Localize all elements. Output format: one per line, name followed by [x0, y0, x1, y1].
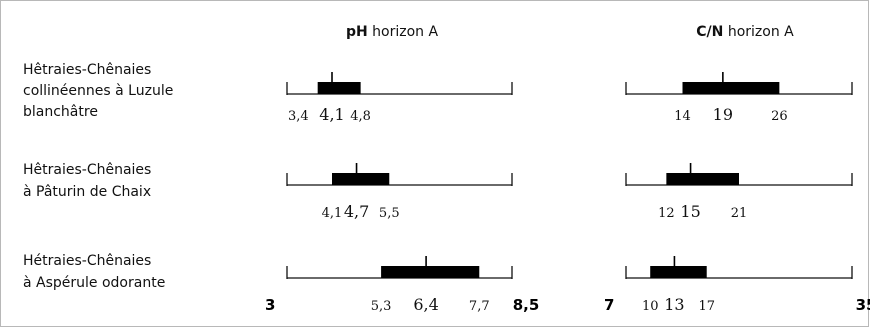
- category-1-line-1: Hêtraies-Chênaies: [23, 62, 151, 78]
- ph-row-3-range-bar: [381, 266, 480, 278]
- cn-header: C/N horizon A: [696, 24, 794, 40]
- cn-row-3-max-label: 17: [698, 299, 715, 314]
- ph-axis-max-label: 8,5: [513, 296, 540, 314]
- cn-row-1-max-label: 26: [771, 109, 788, 124]
- cn-row-2-median-label: 15: [680, 202, 700, 221]
- category-label-1: Hêtraies-Chênaies collinéennes à Luzule …: [23, 62, 173, 120]
- category-2-line-1: Hêtraies-Chênaies: [23, 162, 151, 178]
- ph-row-1-median-label: 4,1: [319, 105, 344, 124]
- ph-row-3-max-label: 7,7: [469, 299, 490, 314]
- category-2-line-2: à Pâturin de Chaix: [23, 184, 151, 200]
- cn-row-3-min-label: 10: [642, 299, 659, 314]
- cn-row-3-median-label: 13: [664, 295, 684, 314]
- cn-row-3-range-bar: [650, 266, 707, 278]
- ph-row-3-median-label: 6,4: [413, 295, 438, 314]
- ph-axis-min-label: 3: [265, 296, 275, 314]
- category-3-line-2: à Aspérule odorante: [23, 275, 165, 291]
- category-label-3: Hétraies-Chênaies à Aspérule odorante: [23, 253, 165, 291]
- cn-row-2-range-bar: [666, 173, 739, 185]
- category-3-line-1: Hétraies-Chênaies: [23, 253, 151, 269]
- cn-row-2-max-label: 21: [731, 206, 748, 221]
- cn-row-2-min-label: 12: [658, 206, 675, 221]
- cn-axis-max-label: 35: [856, 296, 870, 314]
- ph-row-2-min-label: 4,1: [322, 206, 343, 221]
- category-label-2: Hêtraies-Chênaies à Pâturin de Chaix: [23, 162, 151, 200]
- cn-row-1-min-label: 14: [674, 109, 691, 124]
- ph-row-2-max-label: 5,5: [379, 206, 400, 221]
- ph-row-1-min-label: 3,4: [288, 109, 309, 124]
- category-1-line-2: collinéennes à Luzule: [23, 83, 173, 99]
- cn-axis-min-label: 7: [604, 296, 614, 314]
- ph-row-2-median-label: 4,7: [344, 202, 369, 221]
- ph-row-2-range-bar: [332, 173, 390, 185]
- ph-row-3-min-label: 5,3: [371, 299, 392, 314]
- ph-header: pH horizon A: [346, 24, 439, 40]
- cn-row-1-median-label: 19: [713, 105, 733, 124]
- ph-row-1-range-bar: [317, 82, 361, 94]
- cn-row-1-range-bar: [682, 82, 780, 94]
- ph-row-1-max-label: 4,8: [350, 109, 371, 124]
- category-1-line-3: blanchâtre: [23, 104, 98, 120]
